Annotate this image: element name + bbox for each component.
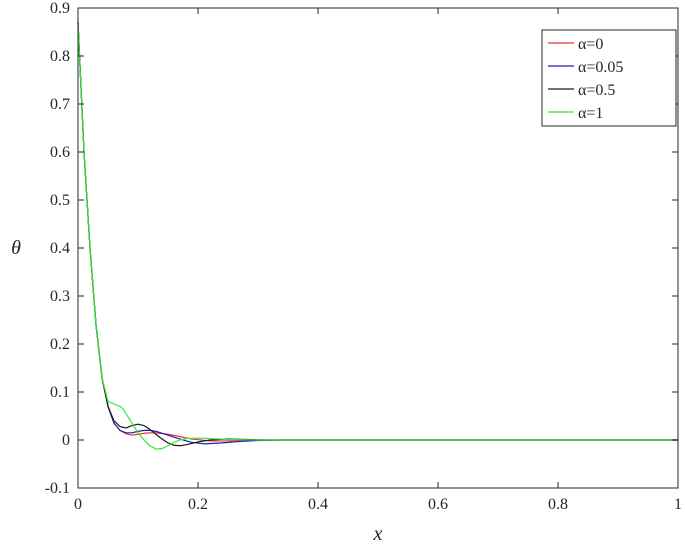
y-tick-label: -0.1 [45, 480, 70, 497]
legend-entry-0: α=0 [578, 36, 603, 53]
y-tick-label: 0.6 [50, 144, 70, 161]
legend-entry-1: α=0.05 [578, 59, 623, 76]
x-tick-label: 0.8 [548, 496, 568, 513]
legend-box [541, 29, 677, 127]
x-tick-label: 0 [74, 496, 82, 513]
y-tick-label: 0.4 [50, 240, 70, 257]
y-tick-label: 0.7 [50, 96, 70, 113]
y-tick-label: 0.9 [50, 0, 70, 17]
y-tick-label: 0.8 [50, 48, 70, 65]
x-tick-label: 1 [674, 496, 682, 513]
x-tick-label: 0.4 [308, 496, 328, 513]
legend: α=0 α=0.05 α=0.5 α=1 [541, 29, 677, 127]
y-tick-label: 0.5 [50, 192, 70, 209]
y-tick-label: 0.3 [50, 288, 70, 305]
legend-entry-3: α=1 [578, 105, 603, 122]
y-tick-label: 0.1 [50, 384, 70, 401]
legend-entry-2: α=0.5 [578, 82, 615, 99]
x-tick-label: 0.2 [188, 496, 208, 513]
ticks: 0 0.2 0.4 0.6 0.8 1-0.100.10.20.30.40.50.60.7… [45, 0, 682, 513]
series-layer [77, 22, 678, 450]
series-line-3 [77, 22, 678, 450]
y-tick-label: 0 [62, 432, 70, 449]
y-tick-label: 0.2 [50, 336, 70, 353]
x-axis-label: x [373, 523, 383, 545]
y-axis-label: θ [11, 237, 21, 259]
x-tick-label: 0.6 [428, 496, 448, 513]
